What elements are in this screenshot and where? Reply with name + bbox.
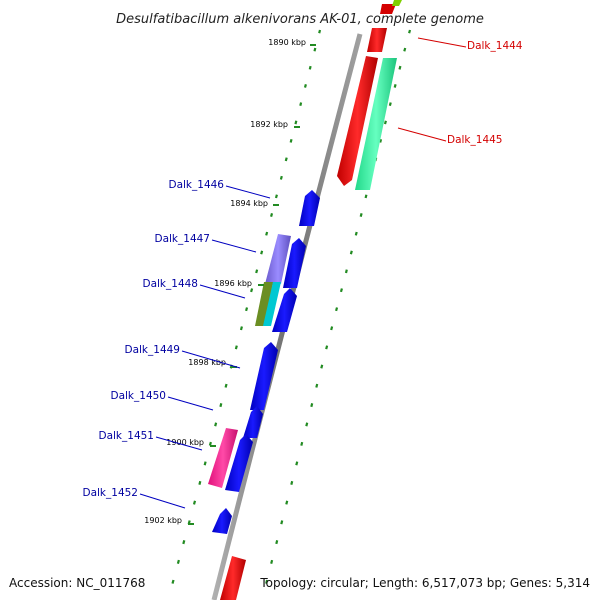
ring-dot: [398, 65, 402, 70]
ring-dot: [403, 47, 407, 52]
tick-label: 1898 kbp: [188, 358, 226, 367]
feature-dalk-1448-olive: [255, 282, 273, 326]
ring-dot: [310, 403, 314, 408]
ring-dot: [171, 579, 175, 584]
feature-dalk-1448-blue: [272, 288, 297, 332]
ring-dot: [295, 461, 299, 466]
feature-dalk-1447-blue: [283, 238, 306, 288]
ring-dot: [203, 461, 207, 466]
ring-dot: [354, 231, 358, 236]
ring-dot: [255, 269, 259, 274]
ring-dot: [303, 84, 307, 88]
ring-dot: [318, 29, 322, 34]
gene-label-dalk-1446[interactable]: Dalk_1446: [169, 179, 225, 191]
feature-dalk-1451-pink: [208, 428, 238, 488]
ring-dot: [330, 326, 334, 331]
ring-dot: [265, 231, 269, 236]
ring-dot: [274, 194, 278, 199]
ring-dot: [214, 422, 218, 427]
ring-dot: [219, 403, 223, 408]
gene-label-dalk-1452[interactable]: Dalk_1452: [83, 487, 139, 499]
ring-dot: [359, 213, 363, 217]
ring-dot: [393, 84, 397, 88]
gene-label-dalk-1447[interactable]: Dalk_1447: [155, 233, 211, 245]
ring-dot: [364, 194, 368, 199]
feature-lime: [392, 0, 402, 6]
ring-dot: [280, 520, 284, 525]
ring-dot: [305, 422, 309, 427]
gene-label-dalk-1449[interactable]: Dalk_1449: [125, 344, 181, 356]
feature-red-bottom: [220, 556, 246, 600]
feature-dalk-1444-top: [380, 4, 396, 14]
tick-label: 1894 kbp: [230, 199, 268, 208]
ring-dot: [234, 345, 238, 350]
ring-dot: [335, 307, 339, 312]
ring-dot: [339, 288, 343, 293]
tick-labels: 1890 kbp 1892 kbp 1894 kbp 1896 kbp 1898…: [144, 38, 306, 525]
ring-dot: [270, 213, 274, 217]
ring-dot: [344, 269, 348, 274]
ring-dot: [320, 364, 324, 369]
tick-label: 1892 kbp: [250, 120, 288, 129]
ring-dot: [176, 559, 180, 564]
ring-dot: [388, 102, 392, 107]
tick-label: 1902 kbp: [144, 516, 182, 525]
ring-dot: [315, 383, 319, 388]
ring-dot: [284, 157, 288, 162]
ring-dot: [250, 288, 254, 293]
label-leaders: [139, 37, 467, 509]
ring-dot: [294, 120, 298, 125]
ring-dot: [379, 138, 383, 143]
gene-label-dalk-1448[interactable]: Dalk_1448: [143, 278, 199, 290]
ring-dot: [325, 345, 329, 350]
ring-dot: [198, 480, 202, 485]
feature-dalk-1452: [212, 508, 232, 534]
ring-dot: [270, 559, 274, 564]
ring-dot: [383, 120, 387, 125]
feature-dalk-1446: [299, 190, 320, 226]
reverse-strand-features: [208, 190, 320, 534]
gene-label-dalk-1445[interactable]: Dalk_1445: [447, 134, 503, 146]
ring-dot: [300, 441, 304, 446]
feature-green-cds: [355, 58, 397, 190]
ring-dot: [289, 138, 293, 143]
feature-dalk-1445: [337, 56, 378, 186]
ring-dot: [224, 383, 228, 388]
tick-label: 1900 kbp: [166, 438, 204, 447]
ring-dot: [279, 175, 283, 180]
ring-dot: [182, 540, 186, 545]
map-title: Desulfatibacillum alkenivorans AK-01, co…: [116, 12, 484, 27]
ring-dot: [290, 480, 294, 485]
ring-dot: [349, 250, 353, 255]
ring-dot: [275, 540, 279, 545]
accession-text: Accession: NC_011768: [9, 576, 145, 590]
ring-dot: [260, 250, 264, 255]
feature-dalk-1449: [250, 342, 278, 410]
gene-label-dalk-1444[interactable]: Dalk_1444: [467, 40, 523, 52]
ring-dot: [408, 29, 412, 34]
tick-marks: [188, 44, 316, 525]
feature-dalk-1447: [265, 234, 291, 284]
gene-label-dalk-1450[interactable]: Dalk_1450: [111, 390, 167, 402]
ring-dot: [192, 500, 197, 505]
feature-dalk-1444: [367, 28, 387, 52]
ring-dot: [308, 65, 312, 70]
ring-dot: [285, 500, 289, 505]
forward-strand-features: [220, 0, 402, 600]
ring-dot: [239, 326, 243, 331]
topology-text: Topology: circular; Length: 6,517,073 bp…: [259, 576, 590, 590]
gene-labels: Dalk_1444 Dalk_1445 Dalk_1446 Dalk_1447 …: [83, 40, 523, 499]
tick-label: 1896 kbp: [214, 279, 252, 288]
feature-dalk-1451: [225, 434, 253, 492]
ring-dot: [245, 307, 249, 312]
ring-dot: [265, 579, 269, 584]
gene-label-dalk-1451[interactable]: Dalk_1451: [99, 430, 155, 442]
ring-dot: [299, 102, 303, 107]
ring-dot: [313, 47, 317, 52]
feature-dalk-1448-cyan: [263, 282, 281, 326]
tick-label: 1890 kbp: [268, 38, 306, 47]
feature-dalk-1450: [243, 406, 263, 438]
